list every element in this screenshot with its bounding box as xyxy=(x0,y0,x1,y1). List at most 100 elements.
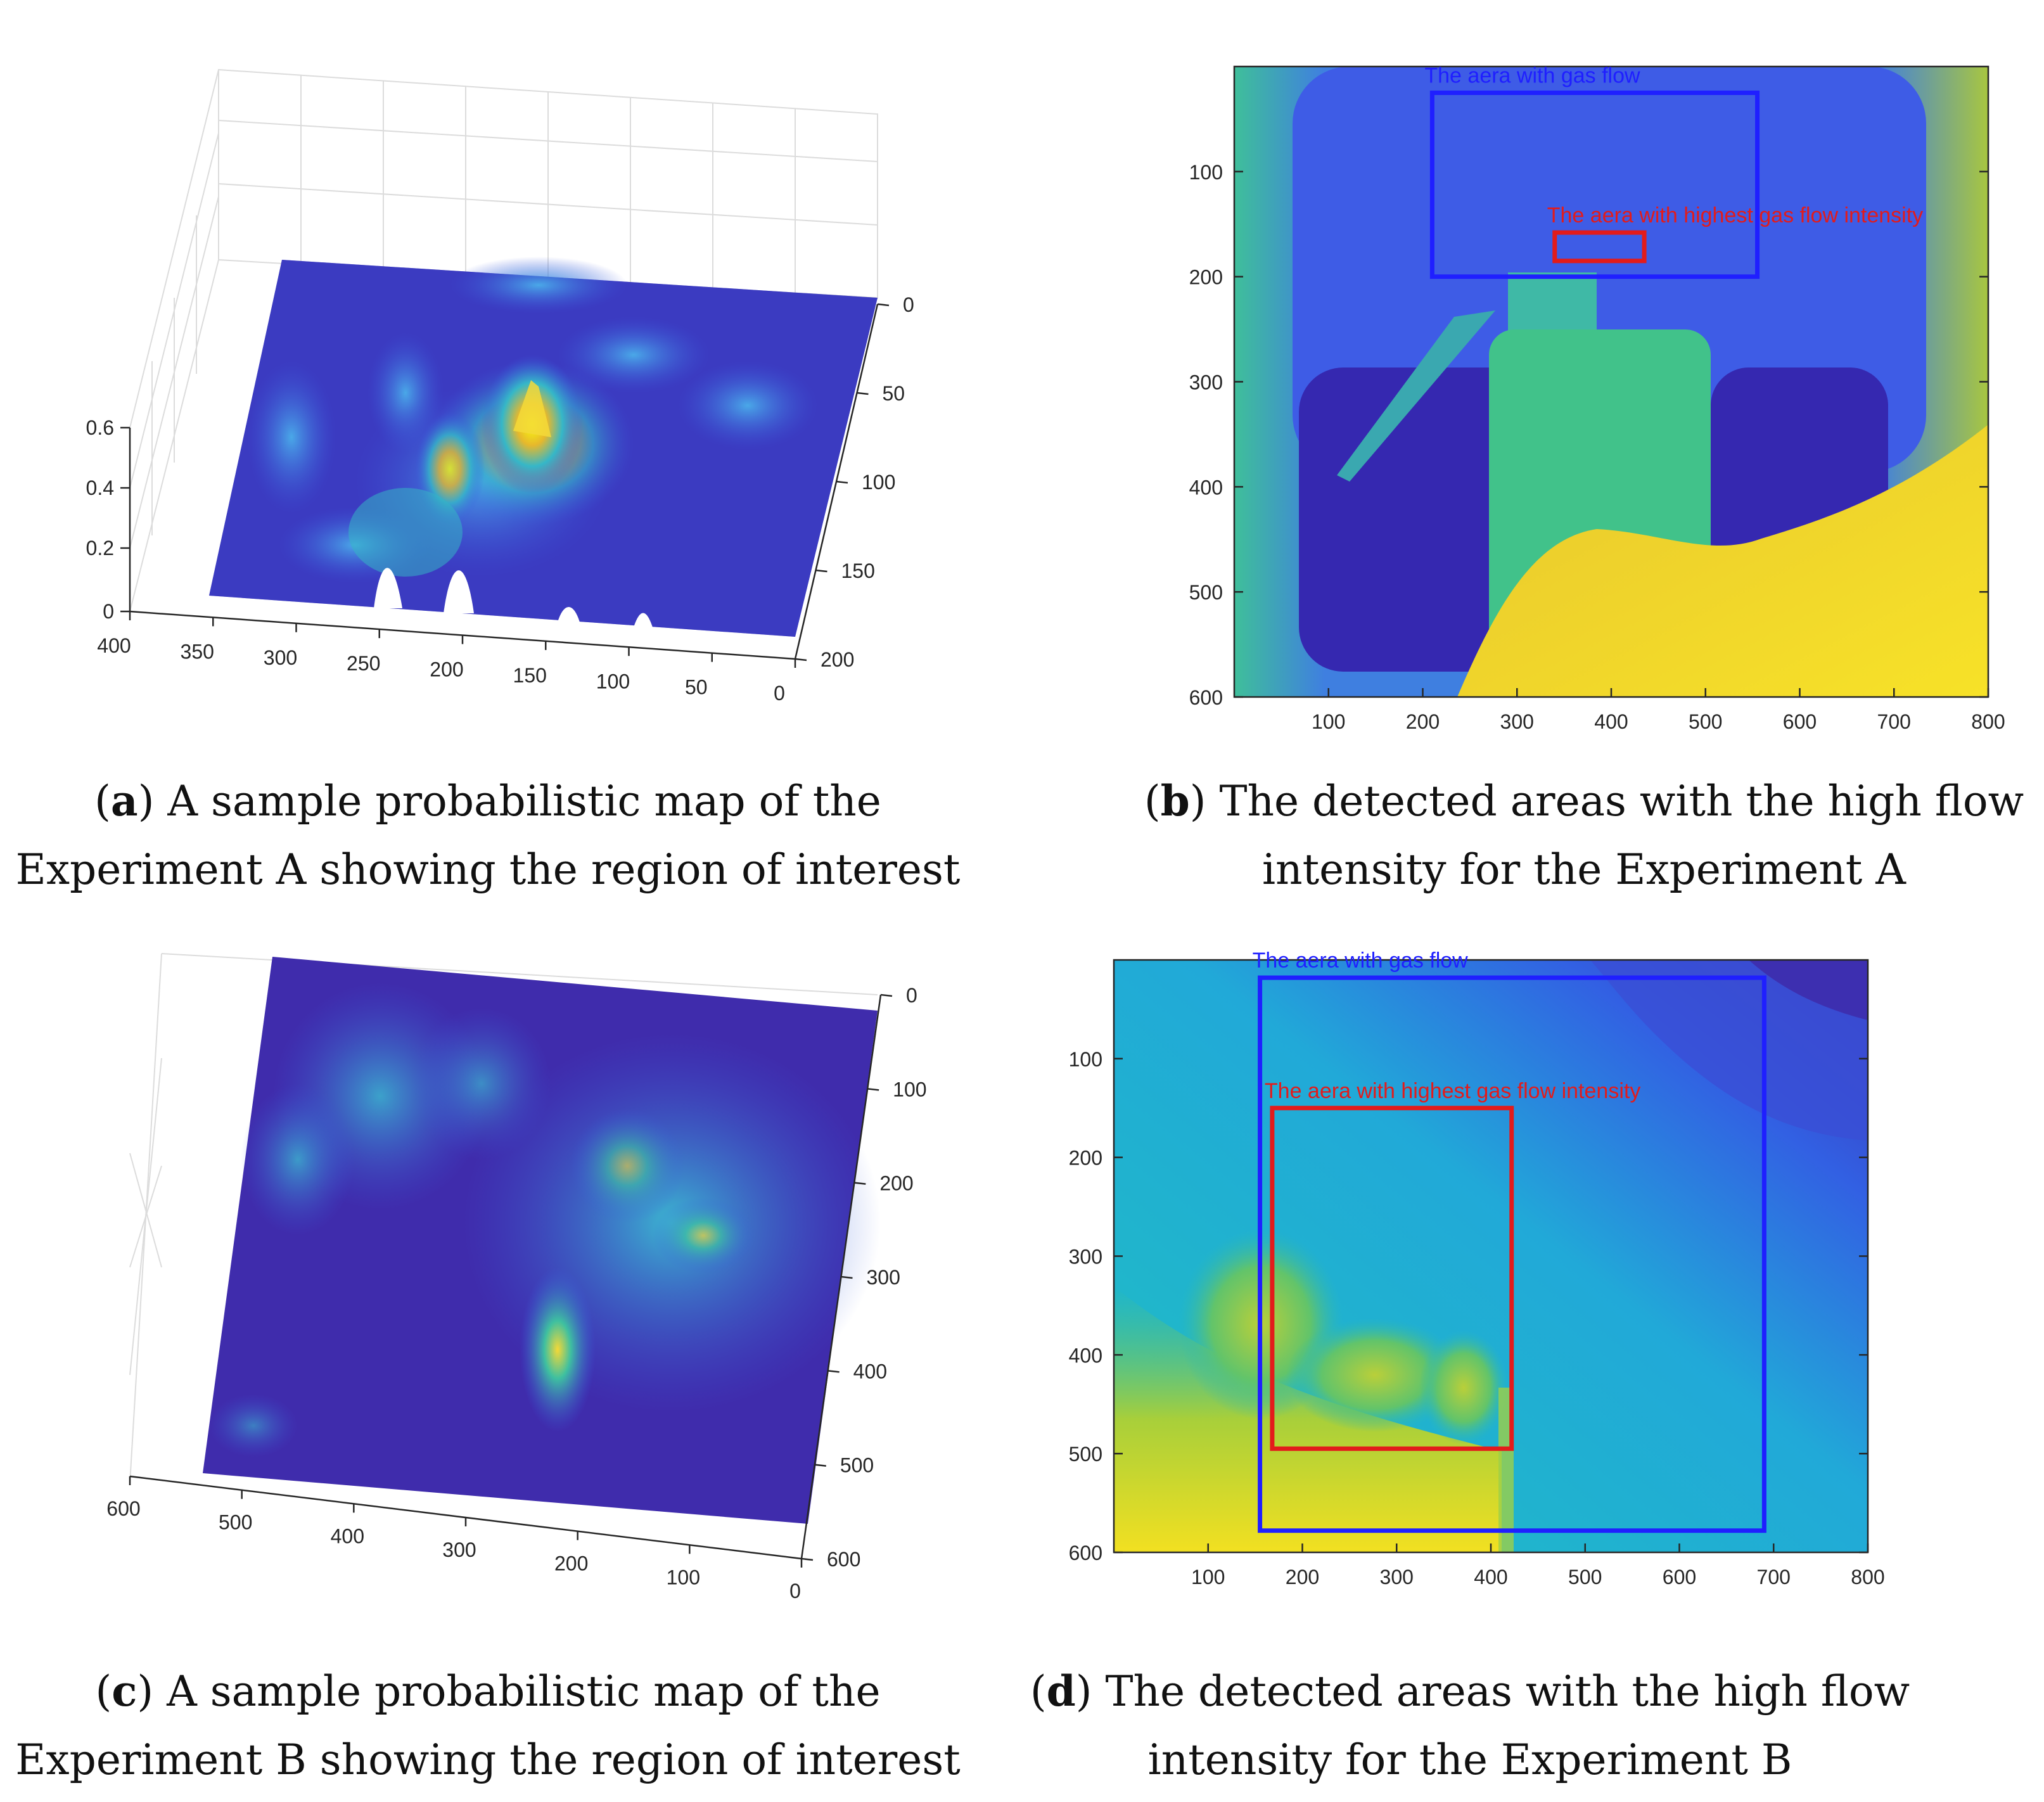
caption-letter: a xyxy=(110,776,138,826)
y-tick-mark xyxy=(815,569,827,573)
highest-intensity-box xyxy=(1270,1106,1514,1451)
x-tick-label: 700 xyxy=(1757,1566,1791,1588)
highest-intensity-box-label: The aera with highest gas flow intensity xyxy=(1265,1079,1640,1103)
panel-a: 0 0.2 0.4 0.6 400 350 300 250 200 150 100 50 0 0 50 1… xyxy=(0,0,1014,735)
caption-line-2: intensity for the Experiment A xyxy=(1262,845,1906,894)
y-tick-label: 50 xyxy=(883,382,905,405)
surface-plot-a: 0 0.2 0.4 0.6 400 350 300 250 200 150 100 50 0 0 50 1… xyxy=(86,68,914,705)
grid-walls-a xyxy=(129,68,878,612)
y-tick-mark xyxy=(841,1275,853,1279)
x-tick-label: 400 xyxy=(331,1524,364,1547)
caption-line-2: intensity for the Experiment B xyxy=(1147,1735,1792,1784)
panel-b: The aera with gas flow The aera with high… xyxy=(1140,38,2044,735)
x-tick-label: 0 xyxy=(774,682,785,705)
x-tick-label: 50 xyxy=(685,676,708,699)
y-tick-label: 0 xyxy=(903,293,914,316)
y-tick-label: 100 xyxy=(1069,1048,1102,1071)
highest-intensity-box-label: The aera with highest gas flow intensity xyxy=(1547,203,1923,227)
x-tick-label: 800 xyxy=(1851,1566,1884,1588)
x-tick-label: 600 xyxy=(106,1497,140,1520)
y-tick-label: 200 xyxy=(879,1172,913,1195)
x-tick-label: 150 xyxy=(513,664,547,687)
z-tick-label: 0.6 xyxy=(86,416,114,439)
x-tick-label: 300 xyxy=(442,1538,476,1561)
hand-b xyxy=(1457,425,1988,697)
gas-flow-box-label: The aera with gas flow xyxy=(1424,63,1640,87)
y-tick-label: 150 xyxy=(841,559,875,582)
y-tick-label: 0 xyxy=(906,984,917,1007)
caption-line-1: ) A sample probabilistic map of the xyxy=(137,1667,881,1716)
y-tick-mark xyxy=(795,658,807,661)
x-tick-label: 300 xyxy=(1500,710,1534,733)
y-tick-label: 500 xyxy=(1189,581,1223,604)
caption-a: (a) A sample probabilistic map of the Ex… xyxy=(0,767,976,904)
x-tick-label: 600 xyxy=(1663,1566,1696,1588)
caption-line-2: Experiment B showing the region of inter… xyxy=(15,1735,961,1784)
surface-plot-c: 600 500 400 300 200 100 0 0 100 200 300 400 500 600 xyxy=(106,953,927,1602)
y-tick-label: 400 xyxy=(1189,476,1223,499)
caption-letter: c xyxy=(112,1666,137,1716)
y-tick-mark xyxy=(857,392,869,395)
x-tick-label: 400 xyxy=(97,634,131,657)
x-tick-label: 700 xyxy=(1877,710,1911,733)
surface-bumps-a xyxy=(247,257,817,583)
y-tick-label: 200 xyxy=(1069,1147,1102,1170)
y-tick-label: 600 xyxy=(827,1548,860,1571)
panel-c: 600 500 400 300 200 100 0 0 100 200 300 400 500 600 xyxy=(0,938,1014,1622)
y-tick-label: 200 xyxy=(821,648,854,671)
caption-b: (b) The detected areas with the high flo… xyxy=(1128,767,2040,904)
y-tick-mark xyxy=(801,1557,814,1561)
x-tick-label: 500 xyxy=(1689,710,1722,733)
x-tick-label: 100 xyxy=(1191,1566,1225,1588)
y-tick-label: 600 xyxy=(1189,686,1223,709)
y-tick-label: 400 xyxy=(853,1360,887,1383)
y-tick-label: 100 xyxy=(862,471,895,494)
y-tick-mark xyxy=(827,1370,840,1373)
z-tick-label: 0.4 xyxy=(86,476,114,499)
y-tick-mark xyxy=(867,1088,879,1091)
x-tick-label: 200 xyxy=(430,658,463,681)
y-tick-mark xyxy=(836,480,848,484)
x-tick-label: 100 xyxy=(1312,710,1345,733)
x-tick-label: 100 xyxy=(596,670,630,693)
caption-line-1: ) The detected areas with the high flow xyxy=(1075,1667,1910,1716)
x-tick-label: 100 xyxy=(667,1566,700,1588)
x-tick-label: 400 xyxy=(1474,1566,1507,1588)
caption-line-2: Experiment A showing the region of inter… xyxy=(15,845,961,894)
x-tick-label: 400 xyxy=(1594,710,1628,733)
caption-line-1: ) The detected areas with the high flow xyxy=(1189,777,2024,826)
surface-plumes-c xyxy=(209,982,881,1457)
highest-intensity-box xyxy=(1552,230,1647,264)
y-tick-label: 200 xyxy=(1189,266,1223,289)
y-tick-label: 300 xyxy=(1069,1246,1102,1268)
panel-d: The aera with gas flow The aera with high… xyxy=(1020,931,2044,1628)
caption-letter: d xyxy=(1046,1666,1076,1716)
gas-flow-box-label: The aera with gas flow xyxy=(1253,949,1469,973)
image-plot-d: The aera with gas flow The aera with high… xyxy=(1069,949,1885,1588)
x-tick-label: 300 xyxy=(1380,1566,1414,1588)
z-tick-label: 0 xyxy=(103,600,114,623)
y-tick-label: 300 xyxy=(1189,371,1223,394)
x-tick-label: 300 xyxy=(264,646,297,669)
x-tick-label: 800 xyxy=(1971,710,2005,733)
x-tick-label: 200 xyxy=(1406,710,1440,733)
y-tick-label: 500 xyxy=(840,1454,874,1477)
x-tick-label: 350 xyxy=(181,640,214,663)
gas-flow-box xyxy=(1429,90,1760,279)
y-tick-label: 400 xyxy=(1069,1344,1102,1367)
z-tick-label: 0.2 xyxy=(86,537,114,559)
y-tick-mark xyxy=(880,994,893,997)
image-plot-b: The aera with gas flow The aera with high… xyxy=(1189,63,2005,733)
y-tick-label: 100 xyxy=(893,1078,926,1101)
caption-d: (d) The detected areas with the high flo… xyxy=(1014,1657,1926,1794)
grid-walls-c xyxy=(129,953,878,1483)
y-tick-label: 300 xyxy=(867,1266,900,1289)
y-tick-mark xyxy=(854,1182,866,1185)
x-tick-label: 0 xyxy=(789,1580,801,1602)
y-tick-label: 500 xyxy=(1069,1443,1102,1466)
gas-flow-box xyxy=(1258,975,1766,1533)
caption-line-1: ) A sample probabilistic map of the xyxy=(137,777,881,826)
surface-front-edge-a xyxy=(374,568,653,627)
x-tick-label: 600 xyxy=(1783,710,1817,733)
caption-c: (c) A sample probabilistic map of the Ex… xyxy=(0,1657,976,1794)
